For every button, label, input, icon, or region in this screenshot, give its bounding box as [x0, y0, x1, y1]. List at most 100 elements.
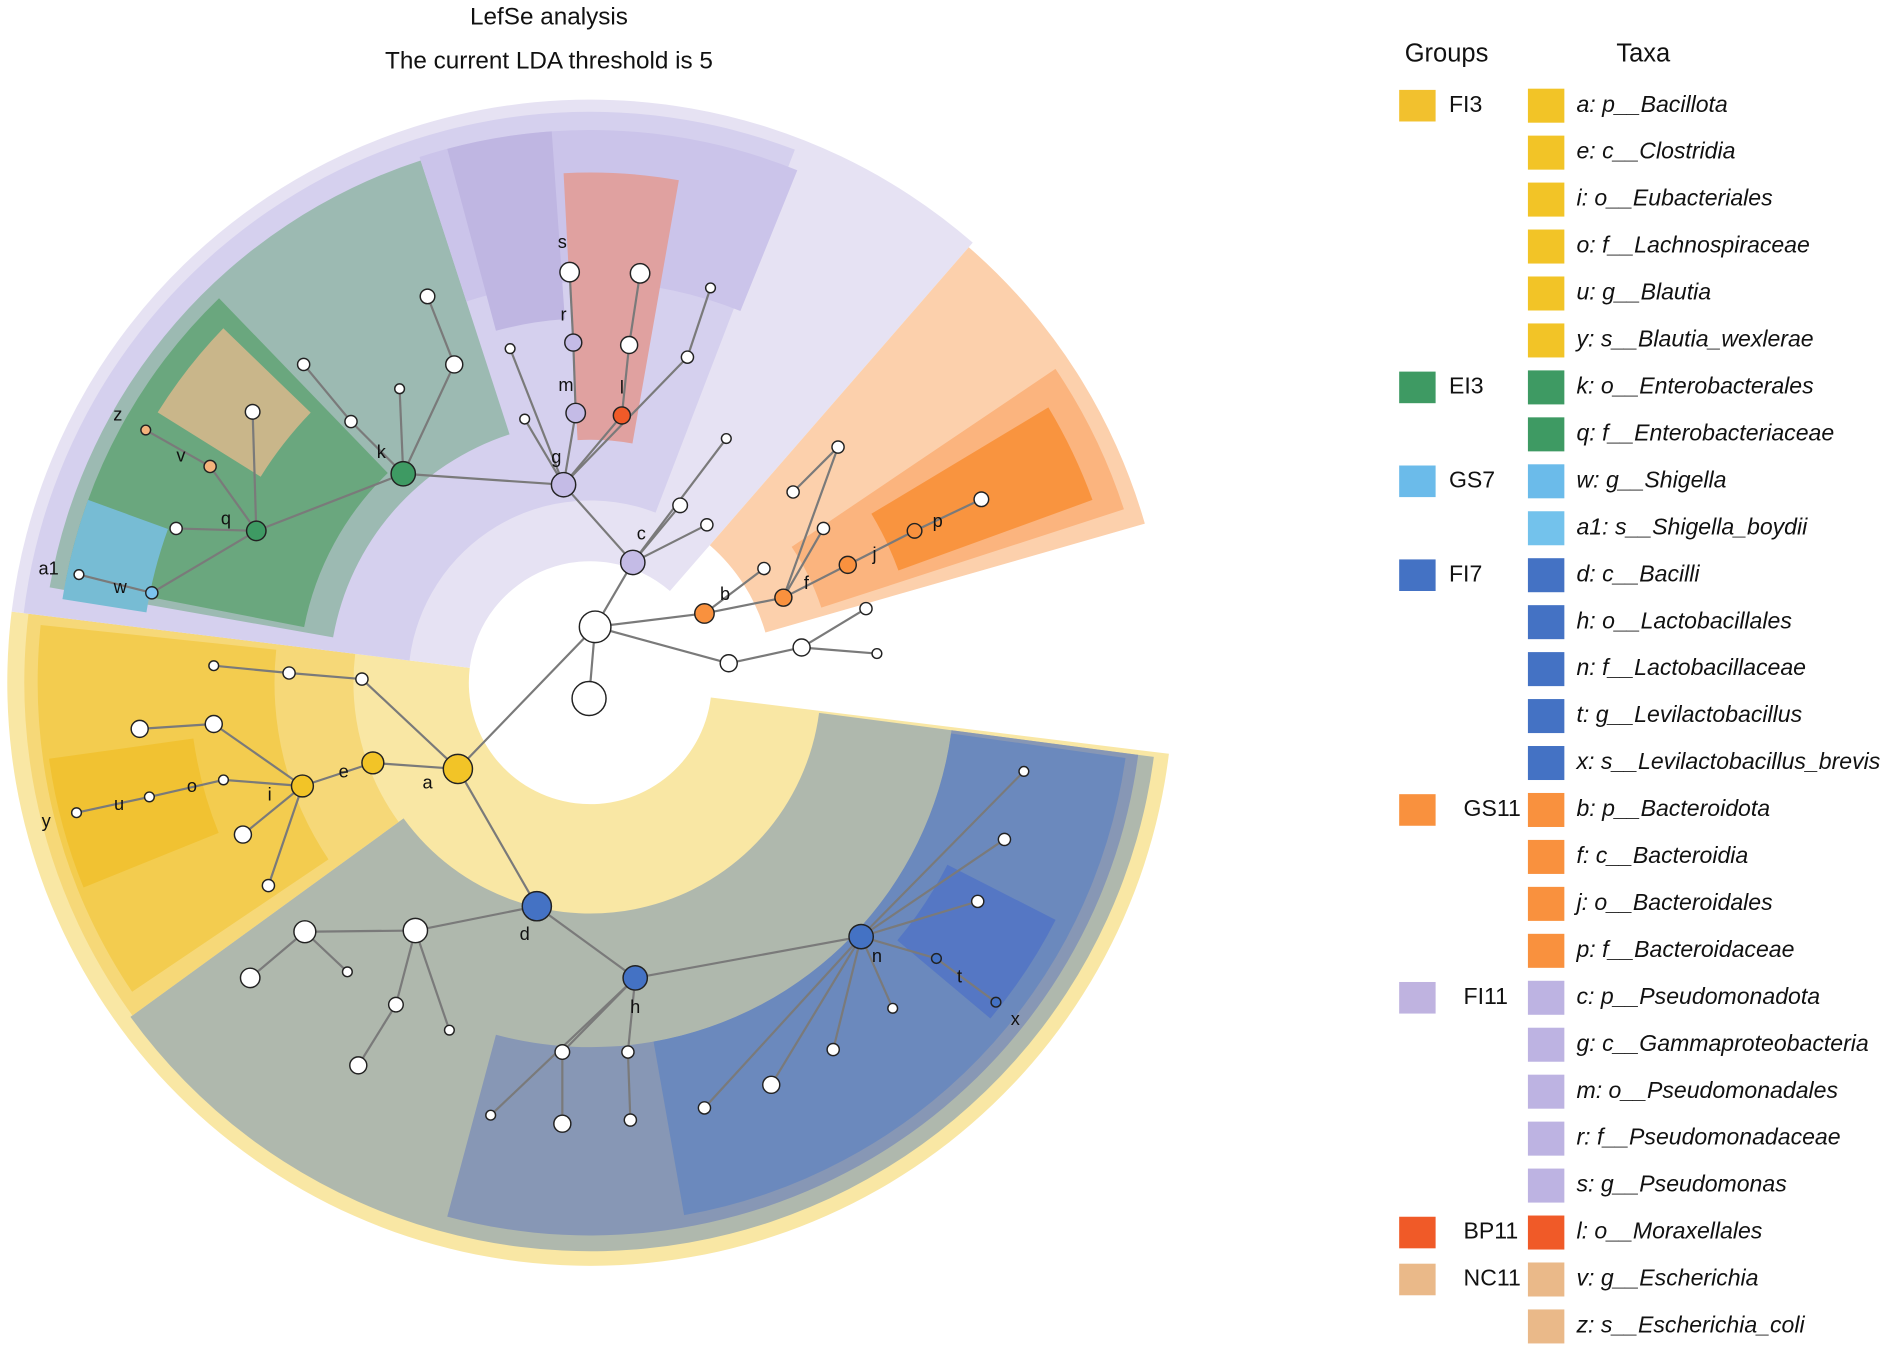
- taxon-label: r: f__Pseudomonadaceae: [1576, 1124, 1840, 1150]
- node-label: h: [630, 997, 640, 1017]
- branch: [304, 929, 416, 933]
- branch: [267, 785, 304, 886]
- branch: [860, 900, 979, 938]
- branch: [251, 411, 258, 531]
- node-label: p: [933, 511, 943, 531]
- node-label: g: [551, 447, 561, 467]
- node: [485, 1109, 497, 1121]
- taxon-label: y: s__Blautia_wexlerae: [1574, 326, 1813, 352]
- taxon-label: q: f__Enterobacteriaceae: [1576, 419, 1834, 445]
- node: [559, 261, 581, 283]
- node: [1018, 765, 1030, 777]
- branch: [914, 498, 982, 532]
- node: [762, 1075, 781, 1095]
- branch: [76, 795, 150, 814]
- branch: [302, 363, 352, 423]
- branch: [213, 723, 304, 787]
- node: [130, 719, 149, 739]
- node: [519, 413, 531, 425]
- node: [145, 586, 159, 600]
- group-swatch: [1399, 89, 1436, 122]
- taxon-swatch: [1527, 464, 1565, 499]
- node: [859, 601, 873, 616]
- node: [871, 647, 883, 660]
- node-label: n: [872, 946, 882, 966]
- node: [521, 890, 553, 922]
- branch: [568, 272, 575, 343]
- clade-wedge: [157, 328, 311, 477]
- taxon-label: o: f__Lachnospiraceae: [1576, 232, 1809, 258]
- taxon-label: a: p__Bacillota: [1576, 91, 1727, 117]
- branch: [415, 905, 538, 932]
- branch: [149, 778, 224, 798]
- taxon-label: c: p__Pseudomonadota: [1576, 983, 1820, 1009]
- branch: [628, 273, 642, 346]
- legend: FI3 EI3 GS7 FI7 GS11 FI11 BP11 NC11 a: p__Bacill…: [1399, 88, 1881, 1344]
- taxon-label: k: o__Enterobacterales: [1576, 372, 1814, 398]
- node: [361, 751, 385, 775]
- branch: [686, 287, 712, 358]
- group-label: FI11: [1464, 983, 1508, 1009]
- node: [700, 517, 714, 532]
- node: [621, 1045, 635, 1059]
- clade-wedge: [871, 407, 1093, 571]
- branch: [288, 671, 363, 681]
- branch: [145, 429, 211, 468]
- branch: [151, 529, 257, 594]
- group-swatch: [1399, 981, 1436, 1014]
- clade-wedge: [653, 733, 1126, 1216]
- taxon-label: s: g__Pseudomonas: [1576, 1171, 1787, 1197]
- branch: [139, 722, 214, 730]
- node-label: l: [620, 378, 624, 398]
- group-label: GS7: [1449, 466, 1495, 492]
- node: [143, 791, 155, 803]
- branch: [402, 363, 456, 475]
- node: [826, 1042, 840, 1057]
- branch: [620, 344, 631, 416]
- taxon-swatch: [1527, 511, 1565, 546]
- node-label: u: [114, 794, 124, 814]
- node-label: e: [339, 761, 349, 781]
- branch: [509, 348, 565, 486]
- taxon-swatch: [1527, 1168, 1565, 1203]
- node-label: b: [720, 584, 730, 604]
- node: [970, 894, 985, 909]
- node: [553, 1114, 572, 1133]
- node: [612, 406, 632, 425]
- node: [973, 491, 990, 508]
- branch: [728, 646, 802, 665]
- group-label: NC11: [1464, 1265, 1521, 1291]
- taxon-label: t: g__Levilactobacillus: [1576, 701, 1802, 727]
- branch: [255, 472, 404, 532]
- node: [244, 403, 261, 420]
- branch: [561, 977, 636, 1053]
- branch: [860, 770, 1025, 938]
- branch: [594, 625, 730, 665]
- group-swatch: [1399, 371, 1436, 404]
- node: [838, 555, 857, 575]
- taxon-label: v: g__Escherichia: [1576, 1265, 1758, 1291]
- node: [578, 610, 612, 644]
- node: [565, 402, 587, 424]
- taxon-label: i: o__Eubacteriales: [1576, 185, 1773, 211]
- group-swatch: [1399, 1263, 1436, 1296]
- node: [623, 1113, 638, 1127]
- branch: [635, 935, 862, 979]
- node: [831, 440, 845, 454]
- taxon-label: a1: s__Shigella_boydii: [1576, 513, 1808, 539]
- taxon-label: u: g__Blautia: [1576, 279, 1711, 305]
- node: [554, 1044, 571, 1061]
- group-label: BP11: [1464, 1218, 1519, 1244]
- node: [887, 1002, 899, 1014]
- node: [693, 603, 715, 624]
- clade-wedge: [563, 172, 679, 444]
- node: [720, 432, 732, 445]
- node: [344, 414, 358, 429]
- node-label: a1: [38, 559, 58, 579]
- taxon-swatch: [1527, 839, 1565, 874]
- branch: [704, 596, 784, 615]
- groups-header: Groups: [1405, 39, 1489, 67]
- branch: [572, 342, 577, 414]
- node: [848, 923, 874, 950]
